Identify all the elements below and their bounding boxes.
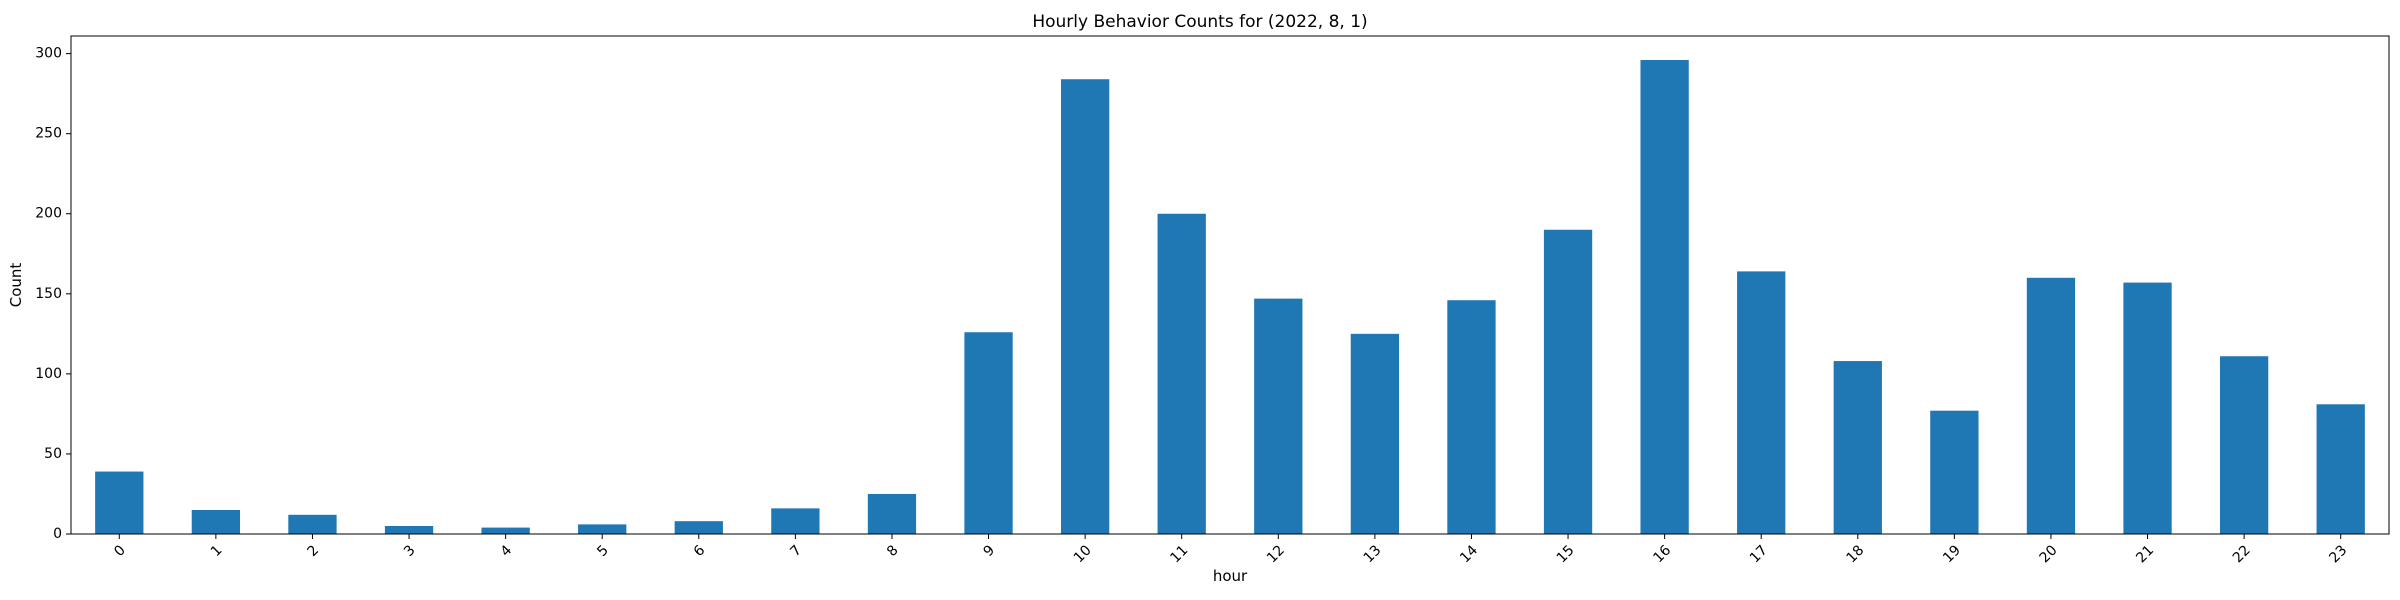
bar-hour-11 bbox=[1157, 213, 1206, 534]
x-tick-label: 1 bbox=[208, 542, 226, 560]
bar-hour-19 bbox=[1930, 410, 1979, 534]
x-tick-label: 7 bbox=[787, 542, 805, 560]
x-tick-label: 13 bbox=[1361, 542, 1385, 566]
x-tick-label: 17 bbox=[1747, 542, 1771, 566]
y-tick-label: 250 bbox=[35, 126, 62, 142]
x-tick-label: 23 bbox=[2326, 542, 2350, 566]
bar-hour-2 bbox=[288, 514, 337, 534]
bar-hour-20 bbox=[2026, 277, 2076, 534]
x-tick-label: 14 bbox=[1457, 542, 1481, 566]
x-tick-label: 10 bbox=[1071, 542, 1095, 566]
x-tick-label: 15 bbox=[1554, 542, 1578, 566]
bar-hour-23 bbox=[2316, 404, 2365, 534]
bar-hour-8 bbox=[867, 493, 917, 534]
bar-hour-9 bbox=[964, 332, 1013, 534]
bar-hour-14 bbox=[1447, 300, 1496, 534]
bar-hour-10 bbox=[1060, 79, 1110, 534]
x-tick-label: 18 bbox=[1844, 542, 1868, 566]
x-axis-ticks: 0 1 2 3 4 5 6 7 8 9 10 11 12 13 14 15 16 17 18 19 20 21 22 23 bbox=[111, 534, 2350, 566]
x-tick-label: 19 bbox=[1940, 542, 1964, 566]
bar-hour-18 bbox=[1833, 361, 1882, 534]
y-tick-label: 0 bbox=[53, 526, 62, 542]
x-tick-label: 9 bbox=[981, 542, 999, 560]
bar-hour-16 bbox=[1640, 60, 1689, 535]
bar-hour-17 bbox=[1737, 271, 1786, 534]
bar-hour-13 bbox=[1350, 333, 1400, 534]
y-tick-label: 150 bbox=[35, 286, 62, 302]
x-tick-label: 21 bbox=[2133, 542, 2157, 566]
x-tick-label: 16 bbox=[1650, 542, 1674, 566]
bar-hour-0 bbox=[95, 471, 144, 534]
x-tick-label: 11 bbox=[1167, 542, 1191, 566]
bar-hour-5 bbox=[578, 524, 627, 534]
bar-hour-6 bbox=[674, 521, 723, 534]
x-tick-label: 0 bbox=[111, 542, 129, 560]
x-tick-label: 8 bbox=[884, 542, 902, 560]
y-tick-label: 300 bbox=[35, 46, 62, 62]
bar-hour-22 bbox=[2219, 356, 2269, 534]
x-tick-label: 12 bbox=[1264, 542, 1288, 566]
x-tick-label: 4 bbox=[498, 542, 516, 560]
bar-hour-3 bbox=[384, 525, 434, 534]
y-axis-ticks: 0 50 100 150 200 250 300 bbox=[35, 46, 71, 542]
x-tick-label: 6 bbox=[691, 542, 709, 560]
x-tick-label: 5 bbox=[594, 542, 612, 560]
chart-title: Hourly Behavior Counts for (2022, 8, 1) bbox=[1032, 12, 1367, 32]
plot-frame bbox=[70, 35, 2390, 535]
x-tick-label: 3 bbox=[401, 542, 419, 560]
bar-hour-4 bbox=[481, 527, 530, 534]
x-tick-label: 20 bbox=[2037, 542, 2061, 566]
bar-hour-21 bbox=[2123, 282, 2172, 534]
x-tick-label: 2 bbox=[304, 542, 322, 560]
bar-hour-12 bbox=[1254, 298, 1303, 534]
bars-group bbox=[95, 60, 2365, 535]
y-axis-label: Count bbox=[7, 263, 25, 308]
y-tick-label: 100 bbox=[35, 366, 62, 382]
bar-hour-15 bbox=[1543, 229, 1593, 535]
bar-hour-7 bbox=[771, 508, 820, 534]
y-tick-label: 50 bbox=[44, 446, 62, 462]
x-axis-label: hour bbox=[1213, 567, 1248, 585]
x-tick-label: 22 bbox=[2230, 542, 2254, 566]
y-tick-label: 200 bbox=[35, 206, 62, 222]
bar-hour-1 bbox=[191, 509, 241, 534]
